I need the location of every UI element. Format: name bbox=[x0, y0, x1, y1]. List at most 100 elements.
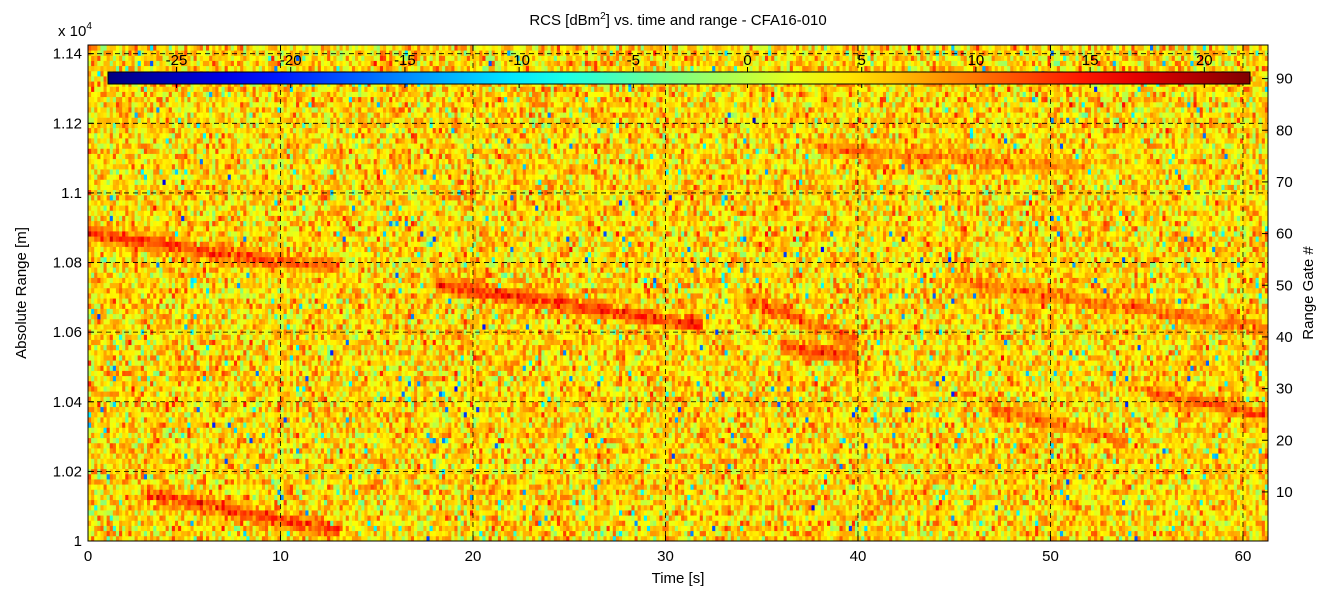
heatmap-cell bbox=[1243, 515, 1247, 521]
heatmap-cell bbox=[88, 495, 92, 501]
heatmap-cell bbox=[333, 495, 337, 501]
heatmap-cell bbox=[805, 489, 809, 495]
heatmap-cell bbox=[1184, 531, 1188, 537]
heatmap-cell bbox=[641, 505, 645, 511]
heatmap-cell bbox=[678, 495, 682, 501]
heatmap-cell bbox=[1200, 495, 1204, 501]
heatmap-cell bbox=[1054, 531, 1058, 537]
heatmap-cell bbox=[858, 510, 862, 516]
heatmap-cell bbox=[905, 505, 909, 511]
heatmap-cell bbox=[340, 500, 344, 506]
heatmap-cell bbox=[1178, 510, 1182, 516]
heatmap-cell bbox=[613, 495, 617, 501]
heatmap-cell bbox=[1060, 520, 1064, 526]
heatmap-cell bbox=[669, 510, 673, 516]
heatmap-cell bbox=[954, 489, 958, 495]
heatmap-cell bbox=[392, 489, 396, 495]
heatmap-cell bbox=[982, 515, 986, 521]
heatmap-cell bbox=[936, 510, 940, 516]
heatmap-cell bbox=[523, 526, 527, 532]
heatmap-cell bbox=[1181, 500, 1185, 506]
heatmap-cell bbox=[572, 531, 576, 537]
heatmap-cell bbox=[631, 489, 635, 495]
heatmap-cell bbox=[833, 531, 837, 537]
heatmap-cell bbox=[377, 515, 381, 521]
heatmap-cell bbox=[1100, 505, 1104, 511]
heatmap-cell bbox=[728, 526, 732, 532]
heatmap-cell bbox=[622, 505, 626, 511]
heatmap-cell bbox=[138, 495, 142, 501]
heatmap-cell bbox=[1044, 531, 1048, 537]
heatmap-cell bbox=[666, 526, 670, 532]
heatmap-cell bbox=[439, 495, 443, 501]
heatmap-cell bbox=[768, 531, 772, 537]
heatmap-cell bbox=[1016, 520, 1020, 526]
heatmap-cell bbox=[138, 531, 142, 537]
heatmap-cell bbox=[1197, 526, 1201, 532]
heatmap-cell bbox=[650, 500, 654, 506]
heatmap-cell bbox=[1206, 500, 1210, 506]
heatmap-cell bbox=[299, 500, 303, 506]
heatmap-cell bbox=[1041, 520, 1045, 526]
heatmap-cell bbox=[1206, 505, 1210, 511]
heatmap-cell bbox=[967, 520, 971, 526]
heatmap-cell bbox=[411, 505, 415, 511]
heatmap-cell bbox=[209, 520, 213, 526]
heatmap-cell bbox=[700, 500, 704, 506]
heatmap-cell bbox=[1044, 500, 1048, 506]
heatmap-cell bbox=[367, 520, 371, 526]
heatmap-cell bbox=[954, 500, 958, 506]
heatmap-cell bbox=[1203, 495, 1207, 501]
heatmap-cell bbox=[1225, 505, 1229, 511]
heatmap-cell bbox=[1060, 505, 1064, 511]
heatmap-cell bbox=[753, 489, 757, 495]
heatmap-cell bbox=[1203, 510, 1207, 516]
heatmap-cell bbox=[218, 500, 222, 506]
heatmap-cell bbox=[572, 515, 576, 521]
heatmap-cell bbox=[548, 526, 552, 532]
heatmap-cell bbox=[603, 526, 607, 532]
heatmap-cell bbox=[88, 526, 92, 532]
heatmap-cell bbox=[489, 505, 493, 511]
heatmap-cell bbox=[675, 500, 679, 506]
heatmap-cell bbox=[954, 505, 958, 511]
heatmap-cell bbox=[1125, 531, 1129, 537]
heatmap-cell bbox=[532, 526, 536, 532]
heatmap-cell bbox=[461, 531, 465, 537]
heatmap-cell bbox=[967, 505, 971, 511]
heatmap-cell bbox=[880, 531, 884, 537]
heatmap-cell bbox=[926, 520, 930, 526]
heatmap-cell bbox=[718, 531, 722, 537]
heatmap-cell bbox=[1072, 500, 1076, 506]
heatmap-cell bbox=[265, 515, 269, 521]
heatmap-cell bbox=[495, 531, 499, 537]
heatmap-cell bbox=[383, 505, 387, 511]
heatmap-cell bbox=[544, 489, 548, 495]
heatmap-cell bbox=[296, 505, 300, 511]
heatmap-cell bbox=[473, 495, 477, 501]
heatmap-cell bbox=[181, 531, 185, 537]
heatmap-cell bbox=[222, 531, 226, 537]
heatmap-cell bbox=[641, 515, 645, 521]
heatmap-cell bbox=[880, 515, 884, 521]
heatmap-cell bbox=[1190, 520, 1194, 526]
heatmap-cell bbox=[936, 531, 940, 537]
heatmap-cell bbox=[886, 526, 890, 532]
heatmap-cell bbox=[1197, 505, 1201, 511]
heatmap-cell bbox=[1172, 495, 1176, 501]
heatmap-cell bbox=[1221, 526, 1225, 532]
heatmap-cell bbox=[1231, 526, 1235, 532]
heatmap-cell bbox=[346, 500, 350, 506]
heatmap-cell bbox=[131, 505, 135, 511]
heatmap-cell bbox=[1228, 526, 1232, 532]
heatmap-cell bbox=[613, 520, 617, 526]
heatmap-cell bbox=[222, 515, 226, 521]
heatmap-cell bbox=[939, 520, 943, 526]
heatmap-cell bbox=[1125, 505, 1129, 511]
heatmap-cell bbox=[746, 495, 750, 501]
heatmap-cell bbox=[479, 495, 483, 501]
heatmap-cell bbox=[135, 526, 139, 532]
heatmap-cell bbox=[454, 515, 458, 521]
heatmap-cell bbox=[321, 510, 325, 516]
heatmap-cell bbox=[902, 500, 906, 506]
